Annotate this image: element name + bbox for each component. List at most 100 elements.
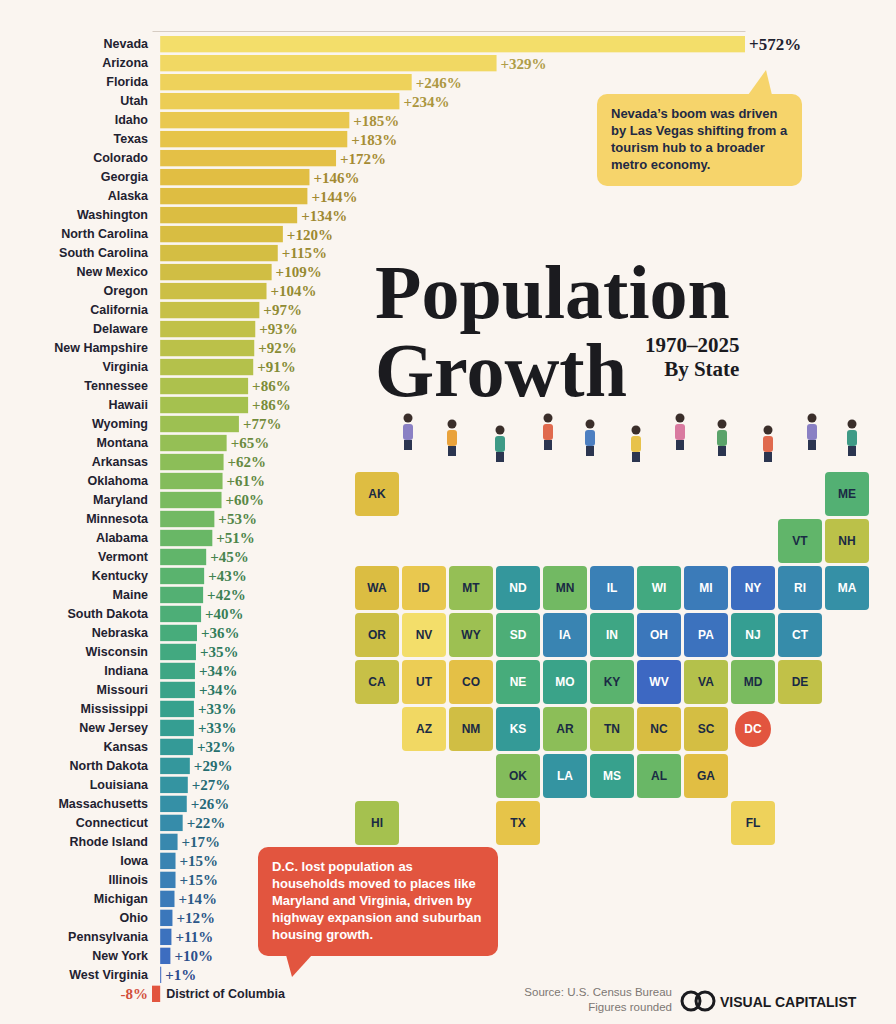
person-head	[764, 426, 773, 435]
bar	[160, 112, 349, 128]
category-label: Hawaii	[108, 398, 148, 412]
map-label: MO	[555, 675, 574, 689]
y-tick: Iowa	[120, 854, 149, 868]
map-tile	[449, 707, 493, 751]
map-label: NH	[838, 534, 855, 548]
bar	[160, 948, 170, 964]
person-head	[718, 420, 727, 429]
bar	[160, 340, 254, 356]
annotation: D.C. lost population ashouseholds moved …	[258, 847, 498, 977]
bar	[160, 378, 248, 394]
annotation-text: Nevada’s boom was drivenby Las Vegas shi…	[611, 106, 788, 172]
bar	[160, 150, 336, 166]
bar	[160, 321, 255, 337]
data-label: +86%	[252, 378, 291, 394]
bar	[160, 720, 194, 736]
map-label: WA	[367, 581, 387, 595]
bar	[160, 758, 190, 774]
note-line: housing growth.	[272, 927, 373, 942]
data-label: +61%	[227, 473, 266, 489]
category-label: District of Columbia	[166, 987, 286, 1001]
person-legs	[718, 446, 726, 456]
category-label: Pennsylvania	[68, 930, 149, 944]
bar	[160, 587, 203, 603]
map-tile	[496, 801, 540, 845]
map-label: OR	[368, 628, 386, 642]
y-tick: South Dakota	[67, 607, 149, 621]
brand-icon	[696, 992, 714, 1010]
y-tick: Tennessee	[84, 379, 148, 393]
category-label: Utah	[120, 94, 148, 108]
bar	[160, 74, 412, 90]
map-label: KS	[510, 722, 527, 736]
map-label: WV	[649, 675, 668, 689]
person-legs	[448, 446, 456, 456]
note-line: metro economy.	[611, 157, 710, 172]
y-tick: Nebraska	[92, 626, 149, 640]
bar	[160, 834, 177, 850]
category-label: Texas	[113, 132, 148, 146]
map-label: TX	[510, 816, 525, 830]
y-tick: Wyoming	[92, 417, 148, 431]
map-label: IL	[607, 581, 618, 595]
data-label: +32%	[197, 739, 236, 755]
category-label: Louisiana	[90, 778, 149, 792]
category-label: Delaware	[93, 322, 148, 336]
data-label: +34%	[199, 682, 238, 698]
person-head	[586, 420, 595, 429]
y-tick: Mississippi	[81, 702, 148, 716]
bar	[160, 853, 175, 869]
data-label: +53%	[218, 511, 257, 527]
map-label: DC	[744, 722, 762, 736]
y-tick: South Carolina	[59, 246, 149, 260]
y-tick: North Dakota	[70, 759, 150, 773]
y-tick: District of Columbia	[166, 987, 286, 1001]
data-label: +17%	[182, 834, 221, 850]
map-tile	[684, 707, 728, 751]
map-tile	[825, 566, 869, 610]
category-label: Alaska	[108, 189, 149, 203]
note-line: highway expansion and suburban	[272, 910, 482, 925]
data-label: +33%	[198, 701, 237, 717]
map-tile	[825, 519, 869, 563]
person-legs	[404, 440, 412, 450]
map-tile	[590, 566, 634, 610]
data-label: +51%	[216, 530, 255, 546]
map-tile	[402, 707, 446, 751]
y-tick: Oklahoma	[88, 474, 149, 488]
map-tile	[778, 566, 822, 610]
person-legs	[808, 440, 816, 450]
data-label: +329%	[501, 56, 547, 72]
data-label: +120%	[287, 227, 333, 243]
data-label: +134%	[301, 208, 347, 224]
bar	[160, 416, 239, 432]
data-label: +65%	[231, 435, 270, 451]
bar	[160, 701, 194, 717]
map-label: NJ	[745, 628, 760, 642]
background	[0, 0, 896, 1024]
category-label: Kentucky	[92, 569, 148, 583]
data-label: +246%	[416, 75, 462, 91]
person-legs	[848, 446, 856, 456]
map-label: MT	[462, 581, 480, 595]
category-label: Georgia	[101, 170, 149, 184]
brand-name: VISUAL CAPITALIST	[720, 994, 857, 1010]
map-label: ND	[509, 581, 527, 595]
category-label: Iowa	[120, 854, 149, 868]
map-tile	[684, 660, 728, 704]
y-tick: Kentucky	[92, 569, 148, 583]
person-body	[675, 424, 685, 440]
data-label: +104%	[271, 283, 317, 299]
category-label: Ohio	[120, 911, 149, 925]
y-tick: Texas	[113, 132, 148, 146]
category-label: Washington	[77, 208, 148, 222]
person-head	[496, 426, 505, 435]
category-label: Oklahoma	[88, 474, 149, 488]
category-label: South Dakota	[67, 607, 149, 621]
data-label: -8%	[121, 986, 149, 1002]
map-tile	[590, 707, 634, 751]
map-label: LA	[557, 769, 573, 783]
y-tick: Kansas	[104, 740, 149, 754]
note-line: tourism hub to a broader	[611, 140, 765, 155]
map-tile	[402, 613, 446, 657]
